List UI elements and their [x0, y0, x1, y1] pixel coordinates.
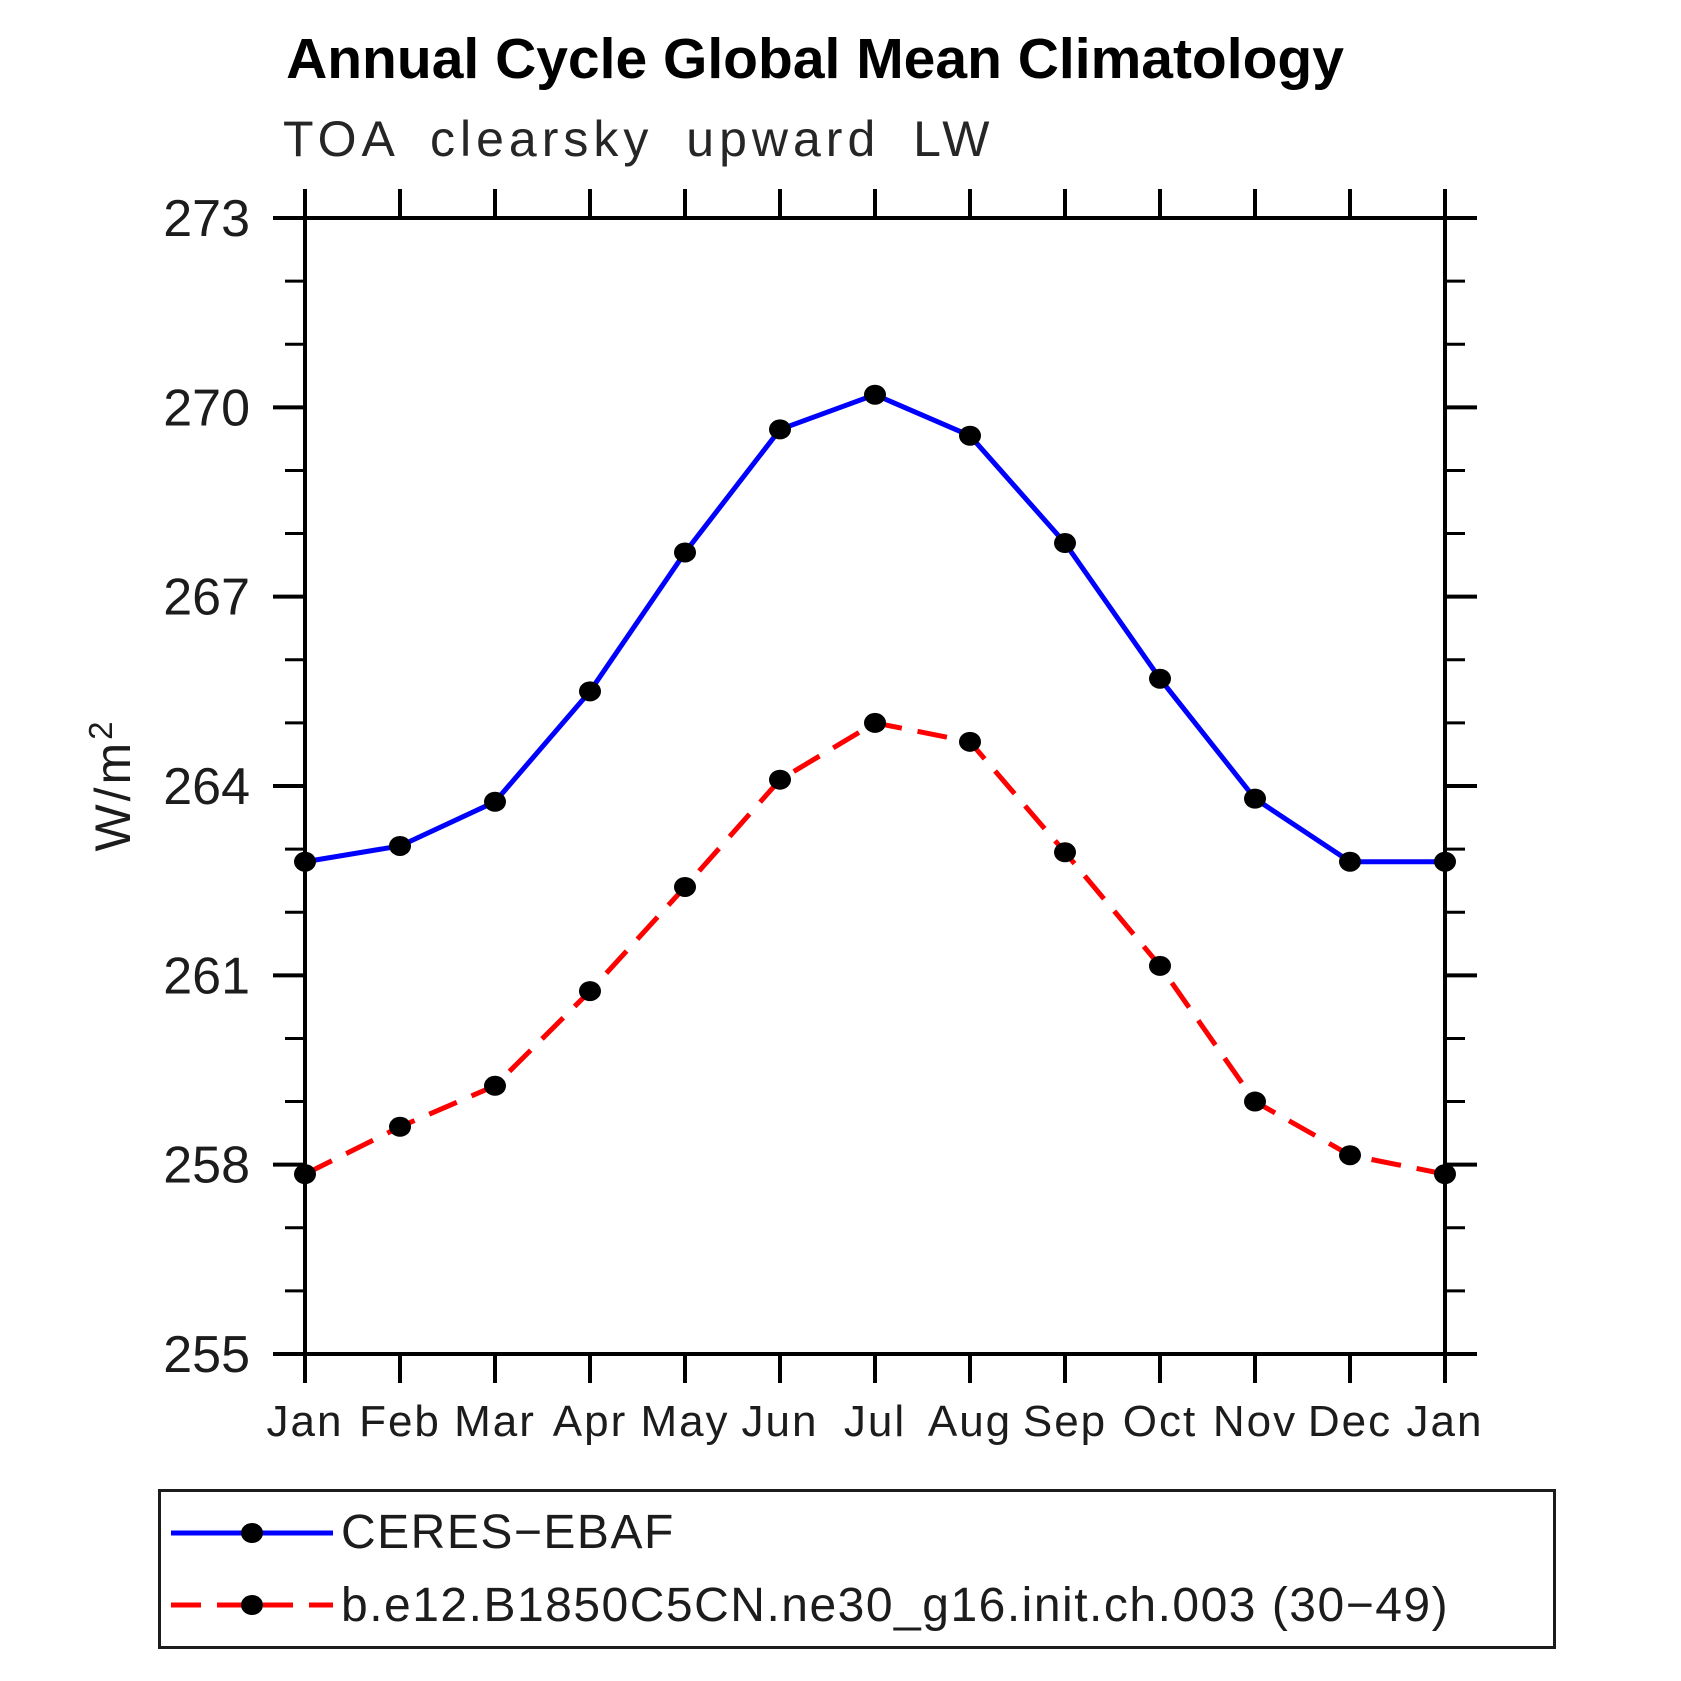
- data-point: [864, 712, 886, 733]
- x-tick-label: Mar: [454, 1397, 536, 1446]
- x-tick-label: Jun: [742, 1397, 819, 1446]
- x-tick-label: Jul: [844, 1397, 906, 1446]
- data-point: [674, 542, 696, 563]
- x-tick-label: Jan: [1407, 1397, 1484, 1446]
- data-point: [1244, 788, 1266, 809]
- data-point: [1434, 851, 1456, 872]
- x-tick-label: Dec: [1308, 1397, 1392, 1446]
- data-point: [1339, 1145, 1361, 1166]
- data-point: [959, 731, 981, 752]
- data-point: [864, 384, 886, 405]
- series-line-model: [303, 720, 1446, 1177]
- data-point: [484, 1075, 506, 1096]
- data-point: [484, 791, 506, 812]
- data-point: [579, 981, 601, 1002]
- data-point: [294, 851, 316, 872]
- data-point: [769, 419, 791, 440]
- chart-subtitle: TOA clearsky upward LW: [283, 111, 995, 167]
- x-tick-label: Sep: [1023, 1397, 1107, 1446]
- y-tick-label: 261: [163, 947, 250, 1005]
- data-point: [294, 1164, 316, 1185]
- series-line-obs: [304, 392, 1445, 865]
- x-tick-label: Aug: [928, 1397, 1012, 1446]
- chart-title: Annual Cycle Global Mean Climatology: [286, 27, 1344, 91]
- data-point: [579, 681, 601, 702]
- legend-label-model: b.e12.B1850C5CN.ne30_g16.init.ch.003 (30…: [341, 1578, 1450, 1632]
- legend-label-obs: CERES−EBAF: [341, 1506, 675, 1560]
- legend-marker-dot-icon: [241, 1522, 263, 1543]
- y-tick-label: 267: [163, 569, 250, 627]
- y-tick-label: 255: [163, 1326, 250, 1384]
- legend-line-sample-dashed: [171, 1595, 333, 1616]
- data-point: [959, 425, 981, 446]
- data-point: [769, 769, 791, 790]
- y-tick-label: 273: [163, 190, 250, 248]
- x-tick-label: May: [640, 1397, 729, 1446]
- y-tick-label: 270: [163, 379, 250, 437]
- data-point: [1149, 955, 1171, 976]
- data-point: [1054, 842, 1076, 863]
- data-point: [1339, 851, 1361, 872]
- x-tick-label: Feb: [359, 1397, 441, 1446]
- data-point: [389, 1116, 411, 1137]
- x-tick-label: Apr: [553, 1397, 627, 1446]
- data-point: [389, 835, 411, 856]
- legend-line-sample-solid: [171, 1522, 333, 1543]
- legend-marker-dot-icon: [241, 1595, 263, 1616]
- data-point: [1054, 533, 1076, 554]
- legend-entry-model: b.e12.B1850C5CN.ne30_g16.init.ch.003 (30…: [161, 1573, 1553, 1637]
- data-point: [1434, 1164, 1456, 1185]
- legend: CERES−EBAF b.e12.B1850C5CN.ne30_g16.init…: [158, 1489, 1556, 1649]
- y-tick-label: 258: [163, 1137, 250, 1195]
- x-tick-label: Jan: [267, 1397, 344, 1446]
- x-tick-label: Nov: [1213, 1397, 1297, 1446]
- legend-entry-obs: CERES−EBAF: [161, 1501, 1553, 1565]
- data-point: [1244, 1091, 1266, 1112]
- data-point: [1149, 668, 1171, 689]
- y-tick-label: 264: [163, 758, 250, 816]
- x-tick-label: Oct: [1123, 1397, 1197, 1446]
- data-point: [674, 876, 696, 897]
